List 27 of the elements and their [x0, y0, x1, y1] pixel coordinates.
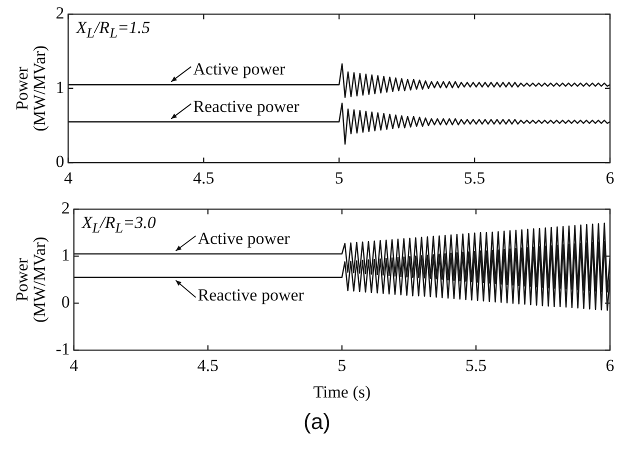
x-tick-label: 5.5: [464, 168, 486, 188]
x-tick-label: 6: [606, 356, 614, 375]
y-axis-title: Power (MW/MVar): [12, 236, 50, 323]
x-tick-label: 4.5: [193, 168, 214, 188]
x-tick-label: 5: [334, 168, 344, 188]
x-tick-label: 4.5: [197, 356, 219, 375]
text: (a): [302, 409, 332, 435]
x-axis-title: Time (s): [313, 382, 371, 402]
y-tick-label: 1: [61, 246, 70, 265]
y-tick-label: 2: [56, 4, 64, 23]
legend-label: Active power: [198, 228, 290, 248]
y-tick-label: 0: [56, 152, 64, 172]
x-tick-label: 4: [70, 356, 79, 375]
y-tick-label: 2: [61, 198, 70, 218]
annotation: X$_{L}$/R$_{L}$=1.5: [76, 18, 150, 43]
x-tick-label: 5: [338, 356, 346, 375]
y-tick-label: 0: [61, 292, 70, 312]
x-tick-label: 5.5: [465, 356, 487, 375]
legend-label: Active power: [193, 60, 286, 79]
x-tick-label: 6: [606, 168, 614, 188]
y-tick-label: -1: [56, 340, 70, 359]
legend-label: Reactive power: [198, 285, 304, 304]
annotation: X$_{L}$/R$_{L}$=3.0: [82, 213, 156, 238]
y-axis-title: Power (MW/MVar): [12, 45, 50, 132]
y-tick-label: 1: [56, 78, 64, 97]
x-tick-label: 4: [64, 168, 73, 188]
legend-label: Reactive power: [193, 96, 300, 116]
